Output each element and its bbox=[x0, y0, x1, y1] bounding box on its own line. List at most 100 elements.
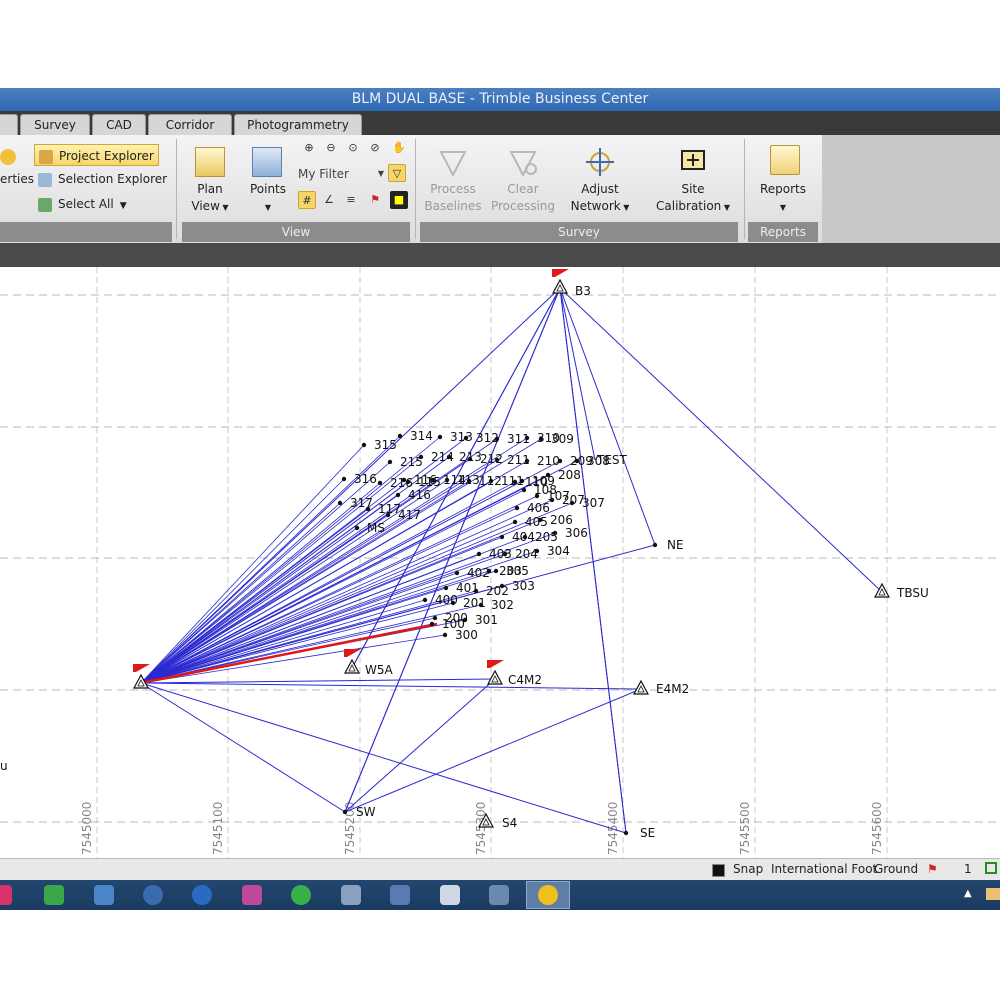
trimble-taskbar-button[interactable] bbox=[526, 881, 570, 909]
plan-view-canvas[interactable]: 7545000 7545100 7545200 7545300 7545400 75455… bbox=[0, 267, 1000, 858]
browser-icon[interactable] bbox=[192, 885, 212, 905]
process-baselines-button[interactable]: Process Baselines bbox=[424, 181, 482, 215]
survey-point bbox=[377, 480, 383, 486]
point-label: 116 bbox=[414, 473, 437, 487]
process-baselines-icon bbox=[438, 147, 468, 178]
units-field[interactable]: International Foot bbox=[771, 862, 878, 876]
filter-select[interactable]: My Filter ▼ bbox=[298, 164, 386, 184]
project-explorer-button[interactable]: Project Explorer bbox=[34, 144, 159, 166]
station-label: SE bbox=[640, 826, 655, 840]
process-baselines-label-1: Process bbox=[430, 182, 476, 196]
adjust-network-label-1: Adjust bbox=[581, 182, 619, 196]
point-label: 417 bbox=[398, 508, 421, 522]
point-label: 109 bbox=[532, 474, 555, 488]
pan-hand-icon[interactable]: ✋ bbox=[392, 141, 406, 154]
baseline-line bbox=[140, 479, 448, 684]
survey-point bbox=[537, 517, 543, 523]
station-marker bbox=[486, 669, 504, 685]
status-indicator-icon bbox=[985, 862, 997, 874]
calculator-icon[interactable] bbox=[440, 885, 460, 905]
survey-point bbox=[387, 459, 393, 465]
easting-label: 7545500 bbox=[738, 802, 752, 855]
windows-taskbar: ▲ bbox=[0, 880, 1000, 910]
baseline-line bbox=[140, 521, 516, 684]
baseline-line bbox=[559, 287, 627, 834]
properties-icon bbox=[0, 149, 16, 165]
select-all-icon bbox=[38, 197, 52, 212]
easting-label: 7545600 bbox=[870, 802, 884, 855]
layers-icon[interactable]: ≡ bbox=[346, 193, 356, 206]
control-flag-icon bbox=[133, 664, 150, 672]
tab-corridor[interactable]: Corridor bbox=[148, 114, 232, 135]
document-app-icon[interactable] bbox=[341, 885, 361, 905]
zoom-extents-icon[interactable]: ⊘ bbox=[370, 141, 380, 154]
flag-icon[interactable]: ⚑ bbox=[927, 862, 938, 876]
zoom-out-icon[interactable]: ⊖ bbox=[326, 141, 336, 154]
access-app-icon[interactable] bbox=[0, 885, 12, 905]
reports-button[interactable]: Reports ▼ bbox=[752, 181, 814, 216]
mail-tray-icon[interactable] bbox=[986, 888, 1000, 900]
survey-point bbox=[473, 588, 479, 594]
tab-cad[interactable]: CAD bbox=[92, 114, 146, 135]
editor-app-icon[interactable] bbox=[390, 885, 410, 905]
grid-icon[interactable]: # bbox=[298, 191, 316, 209]
point-label: 302 bbox=[491, 598, 514, 612]
snap-checkbox[interactable] bbox=[712, 864, 725, 877]
baseline-line bbox=[351, 287, 561, 669]
selection-explorer-button[interactable]: Selection Explorer bbox=[38, 168, 168, 190]
document-tab-bar bbox=[0, 243, 1000, 267]
point-label: 214 bbox=[431, 450, 454, 464]
point-label: 405 bbox=[525, 515, 548, 529]
plan-view-button[interactable]: Plan View ▼ bbox=[186, 181, 234, 216]
baseline-line bbox=[140, 479, 434, 684]
project-explorer-icon bbox=[39, 149, 53, 164]
coordinate-system-field[interactable]: Ground bbox=[874, 862, 919, 876]
media-player-icon[interactable] bbox=[143, 885, 163, 905]
notes-app-icon[interactable] bbox=[242, 885, 262, 905]
snap-icon[interactable]: ∠ bbox=[324, 193, 334, 206]
survey-point bbox=[512, 519, 518, 525]
globe-app-icon[interactable] bbox=[291, 885, 311, 905]
survey-point bbox=[652, 542, 658, 548]
group-separator bbox=[415, 139, 416, 239]
site-calibration-button[interactable]: Site Calibration ▼ bbox=[652, 181, 734, 216]
computer-icon[interactable] bbox=[94, 885, 114, 905]
tab-survey[interactable]: Survey bbox=[20, 114, 90, 135]
background-icon[interactable]: ■ bbox=[390, 191, 408, 209]
station-label: B3 bbox=[575, 284, 591, 298]
baseline-line bbox=[140, 474, 549, 684]
survey-point bbox=[365, 506, 371, 512]
point-label: 307 bbox=[582, 496, 605, 510]
chevron-down-icon: ▼ bbox=[779, 203, 787, 212]
select-all-button[interactable]: Select All ▼ bbox=[38, 193, 138, 215]
tab-home-partial[interactable] bbox=[0, 114, 18, 135]
point-label: 416 bbox=[408, 488, 431, 502]
point-label: 216 bbox=[390, 476, 413, 490]
point-label: 402 bbox=[467, 566, 490, 580]
station-label: TBSU bbox=[896, 586, 929, 600]
zoom-in-icon[interactable]: ⊕ bbox=[304, 141, 314, 154]
clear-processing-button[interactable]: Clear Processing bbox=[490, 181, 556, 215]
tray-expand-icon[interactable]: ▲ bbox=[964, 888, 972, 899]
survey-point bbox=[437, 434, 443, 440]
plan-view-svg[interactable]: 7545000 7545100 7545200 7545300 7545400 75455… bbox=[0, 267, 1000, 858]
survey-point bbox=[454, 570, 460, 576]
survey-point bbox=[549, 497, 555, 503]
baseline-line bbox=[140, 499, 553, 684]
point-label: 114 bbox=[443, 473, 466, 487]
properties-label[interactable]: erties bbox=[0, 172, 34, 186]
points-button[interactable]: Points ▼ bbox=[244, 181, 292, 216]
tab-photogrammetry[interactable]: Photogrammetry bbox=[234, 114, 362, 135]
survey-point bbox=[405, 479, 411, 485]
survey-point bbox=[545, 472, 551, 478]
station-marker bbox=[132, 673, 150, 689]
survey-point bbox=[486, 568, 492, 574]
adjust-network-button[interactable]: Adjust Network ▼ bbox=[566, 181, 634, 216]
filter-funnel-icon[interactable]: ▽ bbox=[388, 164, 406, 182]
app-icon-green[interactable] bbox=[44, 885, 64, 905]
zoom-window-icon[interactable]: ⊙ bbox=[348, 141, 358, 154]
survey-point bbox=[623, 830, 629, 836]
sketch-app-icon[interactable] bbox=[489, 885, 509, 905]
flag-icon[interactable]: ⚑ bbox=[370, 193, 380, 206]
point-label: 300 bbox=[455, 628, 478, 642]
